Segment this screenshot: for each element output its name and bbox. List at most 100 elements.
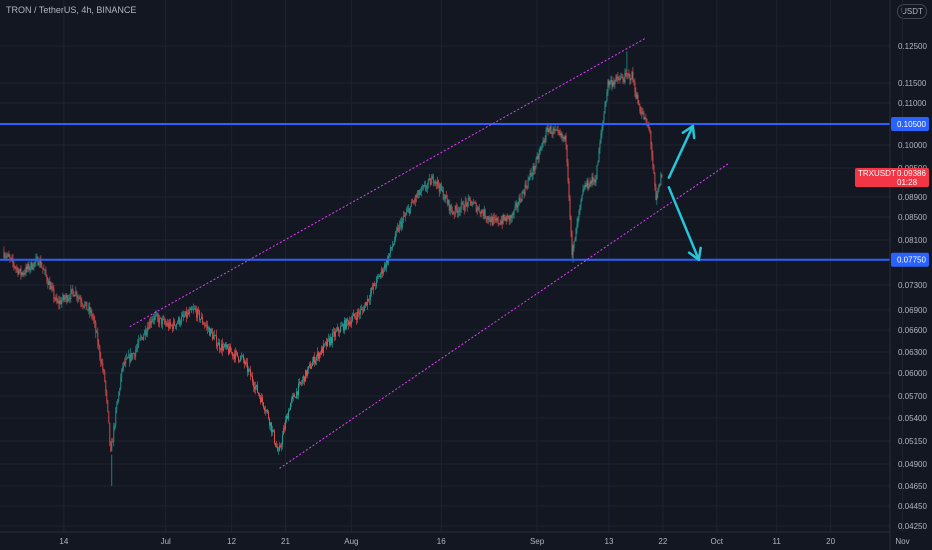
candle-body <box>123 361 125 367</box>
candle-body <box>194 308 196 310</box>
candle-body <box>451 210 453 214</box>
candle-body <box>240 356 241 361</box>
candle-body <box>654 173 656 186</box>
candle-body <box>622 77 624 81</box>
price-channel[interactable] <box>129 38 730 469</box>
candle-body <box>83 306 85 307</box>
candle-body <box>104 371 106 382</box>
candle-body <box>291 399 292 404</box>
candle-body <box>238 356 239 361</box>
candle-body <box>457 210 459 214</box>
candle-body <box>521 192 523 202</box>
candle-body <box>212 332 214 340</box>
candle-body <box>165 322 167 324</box>
candle-body <box>357 311 359 313</box>
candle-body <box>443 198 445 200</box>
candle-body <box>573 241 575 249</box>
candle-body <box>556 129 558 131</box>
candle-body <box>213 335 215 340</box>
candle-body <box>371 287 373 290</box>
candle-body <box>647 125 649 127</box>
candle-body <box>488 216 490 221</box>
candle-body <box>154 316 156 320</box>
candle-body <box>70 289 72 299</box>
candle-body <box>424 184 426 189</box>
candle-body <box>462 202 464 210</box>
candle-body <box>163 319 165 320</box>
candle-body <box>182 314 184 317</box>
candle-body <box>37 257 39 266</box>
candle-body <box>386 260 388 264</box>
candle-body <box>204 324 206 326</box>
price-tick-label: 0.12500 <box>898 42 927 51</box>
candle-body <box>234 354 235 359</box>
candle-body <box>585 185 587 187</box>
price-tick-label: 0.04450 <box>898 502 927 511</box>
candle-body <box>84 303 86 307</box>
candle-body <box>479 211 481 214</box>
candle-body <box>233 354 234 356</box>
candle-body <box>231 352 232 353</box>
candle-body <box>95 322 97 333</box>
candle-body <box>103 370 105 372</box>
candle-body <box>175 325 177 327</box>
candle-body <box>29 268 31 270</box>
candle-body <box>172 325 174 330</box>
candle-body <box>205 325 207 326</box>
candle-body <box>444 194 446 199</box>
candle-body <box>395 230 397 233</box>
price-tag-countdown: 01:28 <box>897 178 918 187</box>
currency-button[interactable]: USDT <box>897 4 927 19</box>
candle-body <box>470 200 472 206</box>
candle-body <box>168 323 170 328</box>
candle-body <box>302 379 303 383</box>
price-tick-label: 0.06300 <box>898 348 927 357</box>
candle-body <box>177 322 179 324</box>
candle-body <box>48 281 50 285</box>
candle-body <box>507 215 509 217</box>
candle-body <box>506 215 508 222</box>
candle-body <box>495 218 497 221</box>
candle-body <box>210 328 212 336</box>
candle-body <box>195 308 197 311</box>
candle-body <box>51 286 53 288</box>
candle-body <box>71 288 73 290</box>
candle-body <box>138 339 140 345</box>
candle-body <box>224 344 226 347</box>
candle-body <box>5 256 7 258</box>
horizontal-levels[interactable]: 0.10500 0.07750 <box>0 117 929 267</box>
candle-body <box>347 321 349 326</box>
candle-body <box>389 247 391 254</box>
candle-body <box>148 326 150 329</box>
candle-body <box>170 321 172 326</box>
candle-body <box>249 369 250 371</box>
candle-body <box>130 353 132 362</box>
candle-body <box>282 434 283 445</box>
candle-body <box>225 344 226 347</box>
price-tick-label: 0.08100 <box>898 236 927 245</box>
candle-body <box>315 360 316 364</box>
candle-body <box>247 362 248 372</box>
candle-body <box>283 428 284 435</box>
candle-body <box>237 352 238 357</box>
candle-body <box>613 82 615 85</box>
projection-arrows[interactable] <box>667 124 702 261</box>
time-axis[interactable]: 14 Jul 12 21 Aug 16 Sep 13 22 Oct 11 20 Nov <box>59 537 909 546</box>
candle-body <box>532 165 534 176</box>
candle-body <box>476 208 478 212</box>
candle-body <box>527 179 529 188</box>
candle-body <box>456 209 458 214</box>
candle-body <box>176 323 178 327</box>
chart-grid <box>0 0 903 532</box>
candle-body <box>430 179 432 185</box>
candle-body <box>540 146 542 150</box>
candle-body <box>265 410 266 412</box>
horizontal-level-label-box <box>891 252 929 267</box>
candle-body <box>426 184 428 189</box>
candle-body <box>642 112 644 114</box>
candle-body <box>156 314 158 316</box>
candle-body <box>73 291 75 297</box>
candle-body <box>320 352 321 355</box>
candle-body <box>522 191 524 193</box>
